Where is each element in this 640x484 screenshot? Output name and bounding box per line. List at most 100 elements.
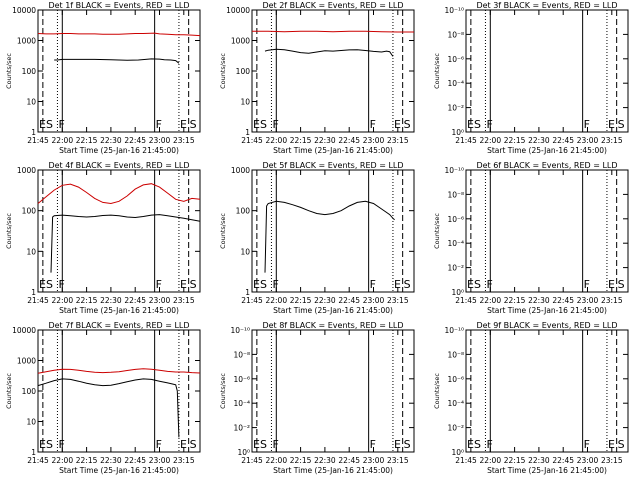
y-tick-label: 10⁻⁶: [233, 375, 250, 384]
plot-frame: [37, 169, 201, 293]
x-tick-label: 22:30: [100, 456, 122, 465]
x-tick-label: 23:00: [149, 296, 171, 305]
y-tick-label: 10⁻⁴: [447, 79, 464, 88]
panel-title: Det 6f BLACK = Events, RED = LLD: [476, 161, 617, 170]
event-marker-label: F: [486, 438, 492, 451]
x-tick-label: 22:30: [528, 456, 550, 465]
event-marker-label: S: [404, 438, 411, 451]
y-tick-label: 10⁻⁶: [447, 215, 464, 224]
panel-title: Det 2f BLACK = Events, RED = LLD: [262, 1, 403, 10]
event-marker-label: F: [58, 278, 64, 291]
panel-title: Det 9f BLACK = Events, RED = LLD: [476, 321, 617, 330]
panel-det-8: Det 8f BLACK = Events, RED = LLD Counts/s…: [219, 321, 415, 475]
x-tick-label: 21:45: [455, 456, 477, 465]
x-tick-label: 21:45: [455, 136, 477, 145]
y-tick-label: 10⁻¹⁰: [230, 326, 250, 335]
x-tick-label: 21:45: [455, 296, 477, 305]
x-tick-label: 22:15: [76, 456, 98, 465]
y-tick-label: 10⁰: [237, 448, 250, 457]
series-events: [54, 58, 180, 64]
y-tick-label: 10⁰: [451, 128, 464, 137]
x-tick-label: 23:15: [173, 456, 195, 465]
x-tick-label: 23:15: [173, 296, 195, 305]
event-marker-label: E: [608, 118, 615, 131]
x-axis-label: Start Time (25-Jan-16 21:45:00): [273, 146, 393, 155]
event-marker-label: F: [58, 438, 64, 451]
event-marker-label: E: [394, 438, 401, 451]
event-marker-label: F: [486, 278, 492, 291]
x-tick-label: 22:30: [528, 136, 550, 145]
y-tick-label: 100: [22, 67, 37, 76]
x-tick-label: 22:15: [76, 136, 98, 145]
event-marker-label: S: [404, 118, 411, 131]
event-marker-label: F: [272, 278, 278, 291]
event-marker-label: ES: [253, 278, 267, 291]
y-tick-label: 1000: [17, 166, 36, 175]
x-tick-label: 22:45: [124, 136, 146, 145]
x-tick-label: 21:45: [27, 456, 49, 465]
panel-det-3: Det 3f BLACK = Events, RED = LLD Counts/s…: [433, 1, 629, 155]
x-tick-label: 22:45: [338, 456, 360, 465]
x-tick-label: 22:15: [504, 296, 526, 305]
event-marker-label: F: [584, 278, 590, 291]
event-marker-label: F: [584, 438, 590, 451]
x-tick-label: 22:15: [290, 456, 312, 465]
x-tick-label: 21:45: [241, 456, 263, 465]
series-events: [50, 214, 201, 273]
event-marker-label: S: [618, 118, 625, 131]
y-tick-label: 10⁻¹⁰: [444, 6, 464, 15]
y-tick-label: 1000: [17, 357, 36, 366]
x-tick-label: 23:00: [363, 296, 385, 305]
event-marker-label: S: [618, 278, 625, 291]
x-tick-label: 22:00: [51, 136, 73, 145]
x-tick-label: 22:45: [552, 456, 574, 465]
x-axis-label: Start Time (25-Jan-16 21:45:00): [59, 146, 179, 155]
y-tick-label: 100: [236, 207, 251, 216]
x-tick-label: 23:15: [173, 136, 195, 145]
series-lld: [252, 30, 414, 33]
x-axis-label: Start Time (25-Jan-16 21:45:00): [487, 146, 607, 155]
plot-frame: [465, 169, 629, 293]
event-marker-label: E: [180, 118, 187, 131]
y-tick-label: 10⁻⁸: [447, 350, 464, 359]
y-tick-label: 10⁻²: [447, 264, 464, 273]
event-marker-label: E: [608, 278, 615, 291]
x-tick-label: 22:15: [504, 456, 526, 465]
y-tick-label: 1: [245, 128, 250, 137]
y-tick-label: 10000: [226, 6, 250, 15]
y-tick-label: 10: [26, 247, 36, 256]
y-axis-label: Counts/sec: [219, 213, 227, 249]
panel-title: Det 7f BLACK = Events, RED = LLD: [48, 321, 189, 330]
x-tick-label: 22:45: [552, 136, 574, 145]
x-tick-label: 22:30: [100, 296, 122, 305]
y-axis-label: Counts/sec: [433, 53, 441, 89]
panel-title: Det 8f BLACK = Events, RED = LLD: [262, 321, 403, 330]
y-tick-label: 100: [22, 207, 37, 216]
y-tick-label: 10000: [12, 326, 36, 335]
panel-title: Det 1f BLACK = Events, RED = LLD: [48, 1, 189, 10]
event-marker-label: ES: [467, 278, 481, 291]
x-tick-label: 23:00: [577, 456, 599, 465]
y-axis-label: Counts/sec: [433, 373, 441, 409]
x-tick-label: 22:00: [479, 296, 501, 305]
x-axis-label: Start Time (25-Jan-16 21:45:00): [487, 306, 607, 315]
event-marker-label: F: [156, 118, 162, 131]
event-marker-label: F: [58, 118, 64, 131]
x-tick-label: 21:45: [241, 296, 263, 305]
panel-title: Det 4f BLACK = Events, RED = LLD: [48, 161, 189, 170]
x-tick-label: 22:30: [528, 296, 550, 305]
series-lld: [37, 368, 201, 374]
x-tick-label: 23:15: [387, 296, 409, 305]
y-tick-label: 1000: [231, 37, 250, 46]
plot-frame: [465, 9, 629, 133]
event-marker-label: ES: [467, 438, 481, 451]
x-tick-label: 22:15: [504, 136, 526, 145]
x-tick-label: 21:45: [241, 136, 263, 145]
plot-frame: [465, 329, 629, 453]
y-tick-label: 10⁻⁴: [447, 399, 464, 408]
x-axis-label: Start Time (25-Jan-16 21:45:00): [273, 466, 393, 475]
event-marker-label: E: [394, 118, 401, 131]
y-axis-label: Counts/sec: [433, 213, 441, 249]
event-marker-label: F: [370, 278, 376, 291]
